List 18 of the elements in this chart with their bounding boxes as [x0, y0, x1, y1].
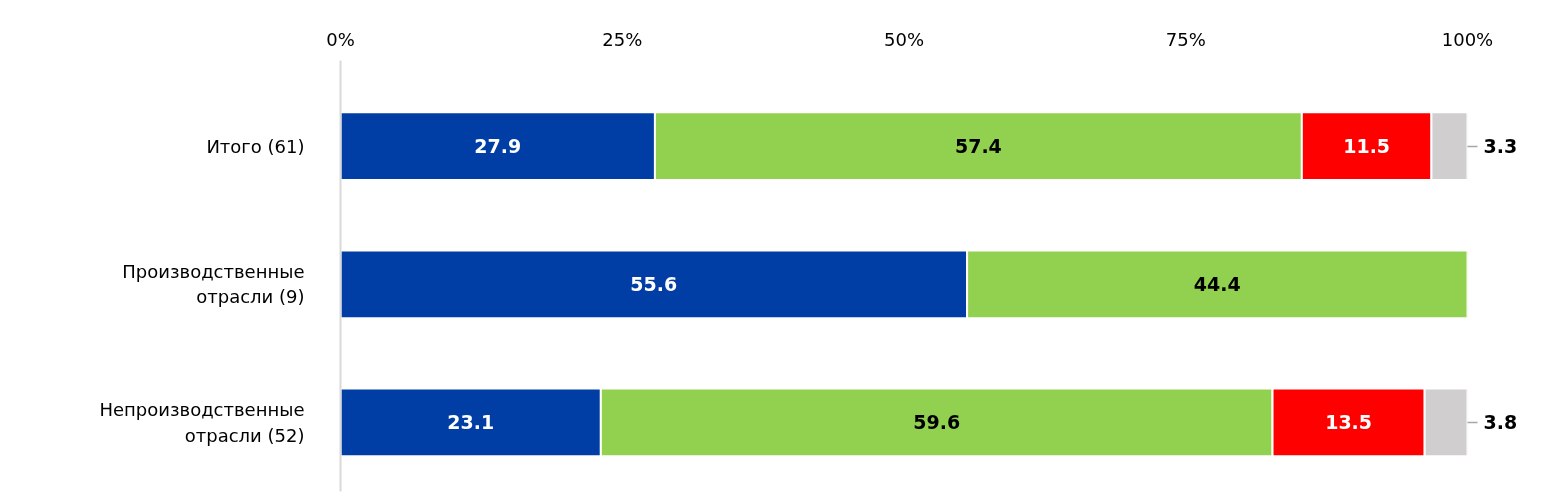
x-tick-label: 25% — [602, 28, 643, 50]
data-label: 3.8 — [1483, 411, 1518, 434]
data-label: 59.6 — [913, 411, 961, 434]
data-label: 23.1 — [447, 411, 495, 434]
data-label: 13.5 — [1325, 411, 1373, 434]
y-tick-label: Производственные отрасли (9) — [122, 261, 305, 308]
data-label: 55.6 — [630, 273, 678, 296]
data-label: 57.4 — [954, 135, 1002, 158]
y-tick-label: Итого (61) — [206, 135, 305, 157]
x-tick-label: 100% — [1441, 28, 1494, 50]
data-label: 27.9 — [474, 135, 522, 158]
y-tick-label: Непроизводственные отрасли (52) — [99, 399, 305, 446]
data-label: 11.5 — [1343, 135, 1391, 158]
x-tick-label: 0% — [326, 28, 355, 50]
x-tick-label: 50% — [884, 28, 925, 50]
data-label: 3.3 — [1483, 135, 1518, 158]
x-tick-label: 75% — [1165, 28, 1206, 50]
data-label: 44.4 — [1193, 273, 1241, 296]
